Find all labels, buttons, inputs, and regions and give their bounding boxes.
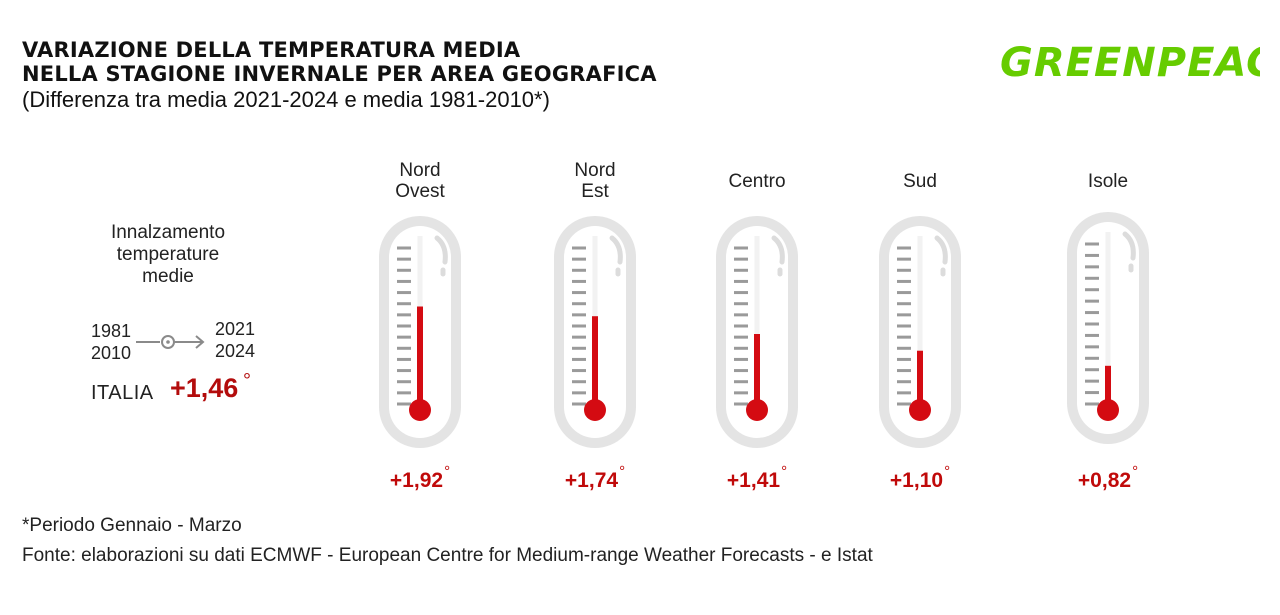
chart-subtitle: (Differenza tra media 2021-2024 e media … [22, 87, 550, 112]
region-label-line: Ovest [395, 181, 445, 202]
value-degree-symbol: ° [944, 463, 951, 480]
mercury-column [917, 350, 923, 410]
value-number: +1,10 [889, 469, 944, 492]
value-label: +1,92° [360, 463, 480, 493]
glass-highlight [1122, 231, 1136, 261]
value-degree-symbol: ° [444, 463, 451, 480]
mercury-column [754, 334, 760, 410]
region-label-line: Est [581, 181, 609, 202]
legend-description-line: temperature [116, 244, 220, 265]
value-number: +0,82 [1077, 469, 1132, 492]
mercury-column [417, 306, 423, 410]
region-label: Sud [860, 171, 980, 192]
region-label-line: Centro [728, 171, 786, 192]
thermometer [379, 216, 461, 448]
mercury-bulb [1097, 399, 1119, 421]
value-number: +1,92 [389, 469, 444, 492]
legend-description-line: medie [142, 266, 194, 287]
from-period-start: 1981 [90, 321, 132, 341]
glass-highlight [434, 235, 448, 265]
region-label: Nord Est [535, 160, 655, 202]
mercury-column [592, 316, 598, 410]
value-label: +1,74° [535, 463, 655, 493]
mercury-bulb [409, 399, 431, 421]
mercury-bulb [584, 399, 606, 421]
thermometer [554, 216, 636, 448]
region-label-line: Isole [1087, 171, 1129, 192]
value-label: +1,10° [860, 463, 980, 493]
country-value: +1,46 [170, 373, 239, 403]
from-period-end: 2010 [90, 343, 132, 363]
country-degree-symbol: ° [243, 370, 251, 392]
value-label: +1,41° [697, 463, 817, 493]
region-label: Centro [697, 171, 817, 192]
mercury-bulb [909, 399, 931, 421]
logo-text: GREENPEACE [1000, 40, 1260, 86]
to-period-start: 2021 [214, 319, 256, 339]
glass-highlight [771, 235, 785, 265]
mercury-column [1105, 365, 1111, 410]
glass-highlight [609, 235, 623, 265]
to-period: 2021 2024 [207, 318, 263, 362]
region-label-line: Nord [399, 160, 441, 181]
value-number: +1,41 [726, 469, 781, 492]
to-period-end: 2024 [214, 341, 256, 361]
thermometer [716, 216, 798, 448]
footnote: *Periodo Gennaio - Marzo [22, 515, 242, 536]
legend-description-line: Innalzamento [110, 222, 226, 243]
region-label-line: Nord [574, 160, 616, 181]
region-label: Nord Ovest [360, 160, 480, 202]
thermometer [879, 216, 961, 448]
country-label: ITALIA [91, 382, 154, 404]
thermometer [1067, 212, 1149, 444]
value-degree-symbol: ° [781, 463, 788, 480]
glass-highlight [934, 235, 948, 265]
from-period: 1981 2010 [86, 320, 136, 364]
timeline-arrow-icon [136, 335, 205, 349]
greenpeace-logo: GREENPEACE [1000, 40, 1260, 86]
chart-title-line-2: NELLA STAGIONE INVERNALE PER AREA GEOGRA… [22, 62, 657, 86]
mercury-bulb [746, 399, 768, 421]
region-label-line: Sud [903, 171, 937, 192]
source-note: Fonte: elaborazioni su dati ECMWF - Euro… [22, 545, 873, 566]
value-degree-symbol: ° [1132, 463, 1139, 480]
legend-description: Innalzamento temperature medie [80, 222, 256, 288]
value-degree-symbol: ° [619, 463, 626, 480]
value-label: +0,82° [1048, 463, 1168, 493]
region-label: Isole [1048, 171, 1168, 192]
title-block: VARIAZIONE DELLA TEMPERATURA MEDIA NELLA… [22, 38, 657, 114]
chart-title-line-1: VARIAZIONE DELLA TEMPERATURA MEDIA [22, 38, 521, 62]
value-number: +1,74 [564, 469, 619, 492]
